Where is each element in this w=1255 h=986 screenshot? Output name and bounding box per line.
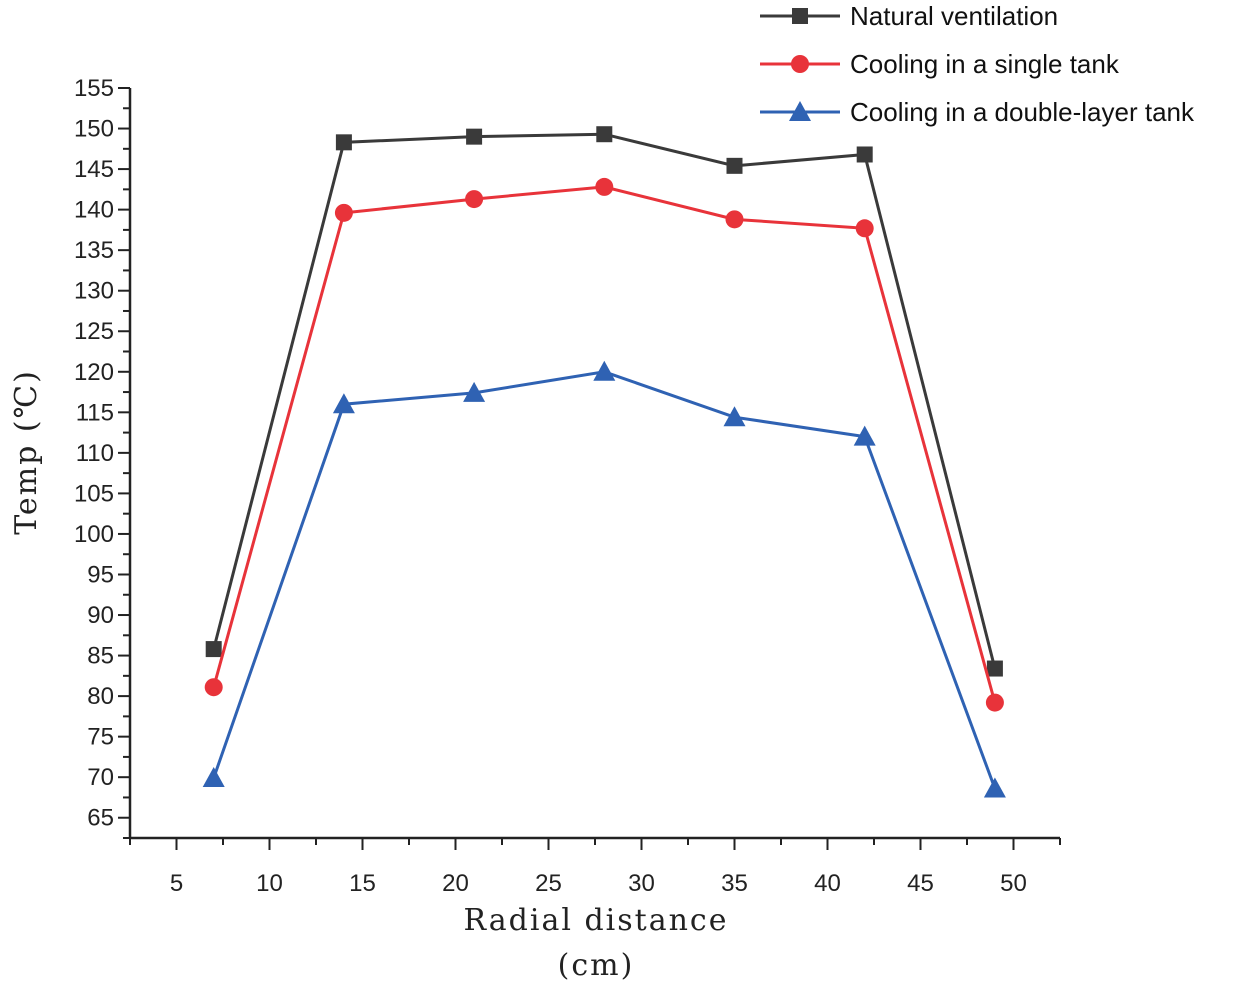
data-point [204, 678, 223, 697]
data-point [466, 128, 483, 145]
x-tick-label: 15 [349, 870, 376, 897]
y-tick-label: 75 [87, 724, 114, 751]
y-tick-label: 145 [74, 156, 114, 183]
data-point [723, 406, 746, 427]
y-tick-label: 120 [74, 359, 114, 386]
legend-item: Natural ventilation [760, 1, 1058, 31]
y-tick-label: 115 [76, 399, 114, 426]
y-tick-label: 135 [74, 237, 114, 264]
x-tick-label: 25 [535, 870, 562, 897]
data-point [332, 393, 355, 414]
data-point [465, 190, 484, 209]
series-layer [202, 126, 1006, 798]
y-axis-ticks: 65 70 75 80 85 90 95 100 105 110 115 120 125 130 135 14… [74, 75, 130, 839]
data-point [726, 157, 743, 174]
y-tick-label: 125 [74, 318, 114, 345]
data-point [205, 641, 222, 658]
y-axis-title: Temp (℃) [9, 369, 44, 535]
x-axis-title: Radial distance [464, 903, 729, 938]
data-point [986, 660, 1003, 677]
y-tick-label: 150 [74, 116, 114, 143]
x-tick-label: 10 [256, 870, 283, 897]
data-point [334, 203, 353, 222]
x-tick-label: 30 [628, 870, 655, 897]
data-point [595, 177, 614, 196]
y-tick-label: 155 [74, 75, 114, 102]
x-tick-label: 5 [170, 870, 183, 897]
series-3 [202, 360, 1006, 798]
legend-marker [792, 8, 808, 24]
legend-label: Cooling in a double-layer tank [850, 97, 1195, 127]
chart-axes [128, 88, 1060, 840]
y-tick-label: 65 [87, 805, 114, 832]
y-tick-label: 105 [74, 480, 114, 507]
x-tick-label: 20 [442, 870, 469, 897]
legend-item: Cooling in a single tank [760, 49, 1120, 79]
y-tick-label: 95 [87, 561, 114, 588]
data-point [853, 425, 876, 446]
legend-item: Cooling in a double-layer tank [760, 97, 1195, 127]
legend-label: Natural ventilation [850, 1, 1058, 31]
data-point [983, 777, 1006, 798]
x-tick-label: 50 [1000, 870, 1027, 897]
y-tick-label: 140 [74, 197, 114, 224]
series-1 [205, 126, 1003, 677]
data-point [596, 126, 613, 143]
y-tick-label: 100 [74, 521, 114, 548]
legend-label: Cooling in a single tank [850, 49, 1120, 79]
y-tick-label: 85 [87, 643, 114, 670]
series-line [212, 132, 997, 669]
data-point [202, 767, 225, 787]
y-tick-label: 110 [76, 440, 114, 467]
legend: Natural ventilation Cooling in a single t… [760, 1, 1195, 127]
y-tick-label: 90 [87, 602, 114, 629]
x-axis-ticks: 5 10 15 20 25 30 35 40 45 50 [129, 838, 1061, 897]
series-2 [204, 177, 1004, 712]
data-point [855, 219, 874, 238]
x-tick-label: 45 [907, 870, 934, 897]
y-tick-label: 70 [87, 764, 114, 791]
data-point [593, 360, 616, 381]
x-tick-label: 35 [721, 870, 748, 897]
data-point [985, 693, 1004, 712]
data-point [856, 146, 873, 163]
y-tick-label: 80 [87, 683, 114, 710]
x-axis-unit: (cm) [558, 948, 635, 983]
data-point [725, 210, 744, 229]
data-point [463, 381, 486, 402]
legend-marker [791, 55, 809, 73]
x-tick-label: 40 [814, 870, 841, 897]
data-point [335, 134, 352, 151]
series-line [212, 370, 997, 790]
legend-marker [789, 101, 811, 121]
y-tick-label: 130 [74, 278, 114, 305]
